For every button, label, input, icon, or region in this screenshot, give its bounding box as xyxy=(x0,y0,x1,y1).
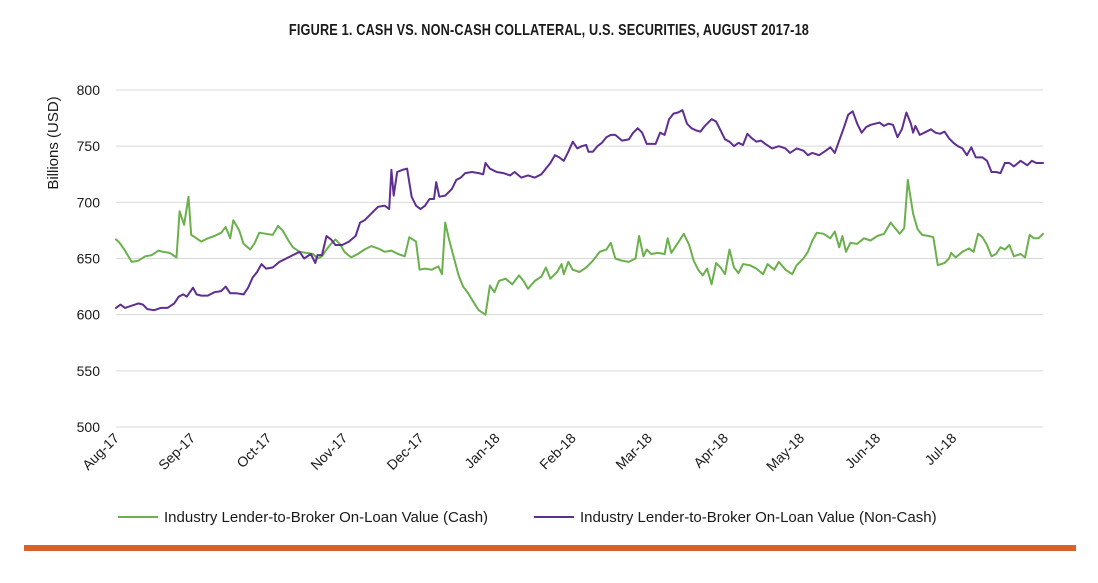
y-tick-label: 600 xyxy=(77,307,101,323)
x-tick-label: Oct-17 xyxy=(233,430,274,471)
y-tick-label: 550 xyxy=(77,363,101,379)
series-line-non-cash xyxy=(115,109,1044,312)
y-tick-label: 650 xyxy=(77,251,101,267)
y-tick-label: 750 xyxy=(77,138,101,154)
legend-label: Industry Lender-to-Broker On-Loan Value … xyxy=(580,509,937,526)
y-axis-ticks: 500 550 600 650 700 750 800 xyxy=(77,82,101,435)
x-tick-label: Sep-17 xyxy=(155,430,198,473)
gridlines xyxy=(116,89,1043,428)
y-tick-label: 800 xyxy=(77,82,101,98)
x-axis-ticks: Aug-17 Sep-17 Oct-17 Nov-17 Dec-17 Jan-18 Feb-… xyxy=(79,430,960,474)
x-tick-label: Jul-18 xyxy=(921,430,959,468)
y-axis-label: Billions (USD) xyxy=(45,96,62,189)
series-line-cash xyxy=(115,178,1044,316)
x-tick-label: Dec-17 xyxy=(383,430,426,473)
legend: Industry Lender-to-Broker On-Loan Value … xyxy=(118,509,937,526)
x-tick-label: May-18 xyxy=(763,430,807,474)
series-lines xyxy=(115,109,1044,316)
chart-svg: 500 550 600 650 700 750 800 Aug-17 Sep-17 Oct-17… xyxy=(45,82,1044,526)
y-tick-label: 500 xyxy=(77,419,101,435)
x-tick-label: Feb-18 xyxy=(536,430,579,473)
x-tick-label: Nov-17 xyxy=(307,430,350,473)
y-tick-label: 700 xyxy=(77,194,101,210)
x-tick-label: Apr-18 xyxy=(690,430,731,471)
x-tick-label: Mar-18 xyxy=(612,430,655,473)
x-tick-label: Jan-18 xyxy=(461,430,503,472)
x-tick-label: Aug-17 xyxy=(79,430,122,473)
legend-label: Industry Lender-to-Broker On-Loan Value … xyxy=(164,509,488,526)
chart-title: FIGURE 1. CASH VS. NON-CASH COLLATERAL, … xyxy=(288,22,810,39)
footer-rule xyxy=(24,545,1076,551)
x-tick-label: Jun-18 xyxy=(842,430,884,472)
